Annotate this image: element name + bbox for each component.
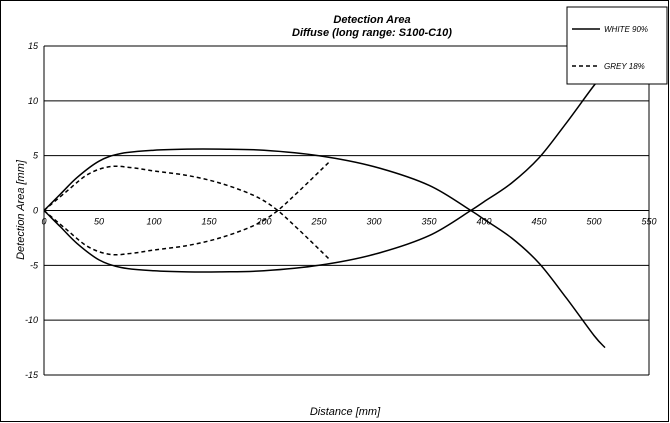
x-tick-400: 400 [476, 217, 491, 227]
chart-title: Detection Area [333, 14, 410, 26]
x-tick-250: 250 [310, 217, 326, 227]
x-tick-100: 100 [146, 217, 161, 227]
series-1-upper-line [44, 165, 331, 261]
y-tick-10: 10 [28, 96, 38, 106]
y-tick-5: 5 [33, 151, 39, 161]
chart-subtitle: Diffuse (long range: S100-C10) [292, 27, 452, 39]
legend-box [566, 6, 668, 85]
legend-label-1: GREY 18% [604, 62, 645, 71]
x-tick-350: 350 [421, 217, 436, 227]
x-tick-200: 200 [255, 217, 271, 227]
series-0-lower-line [44, 72, 606, 273]
x-tick-labels: 0 50 100 150 200 250 300 350 400 450 500 550 [41, 217, 656, 227]
x-tick-500: 500 [586, 217, 601, 227]
y-tick--15: -15 [25, 370, 39, 380]
legend-label-0: WHITE 90% [604, 25, 648, 34]
legend: WHITE 90% GREY 18% [566, 6, 668, 85]
y-tick-15: 15 [28, 41, 39, 51]
x-tick-150: 150 [201, 217, 216, 227]
x-tick-300: 300 [366, 217, 381, 227]
y-axis-label: Detection Area [mm] [15, 159, 27, 260]
y-tick--5: -5 [30, 260, 39, 270]
x-axis-label: Distance [mm] [310, 406, 381, 418]
series-0-upper-line [44, 148, 606, 349]
x-tick-0: 0 [41, 217, 46, 227]
series-lines [44, 72, 606, 349]
x-tick-450: 450 [531, 217, 546, 227]
y-tick-0: 0 [33, 206, 38, 216]
y-tick-labels: 15 10 5 0 -5 -10 -15 [25, 41, 39, 380]
y-tick--10: -10 [25, 315, 38, 325]
x-tick-550: 550 [641, 217, 656, 227]
gridlines [43, 45, 650, 376]
x-tick-50: 50 [94, 217, 104, 227]
series-1-lower-line [44, 160, 331, 256]
